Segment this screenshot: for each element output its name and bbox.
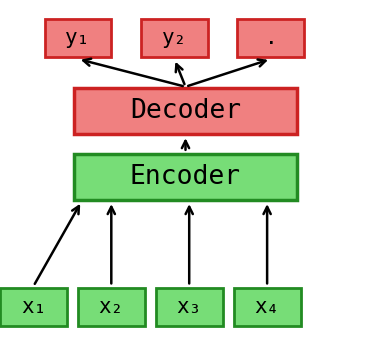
FancyBboxPatch shape xyxy=(74,88,297,134)
FancyBboxPatch shape xyxy=(141,19,208,57)
Text: Encoder: Encoder xyxy=(130,164,241,190)
Text: x₃: x₃ xyxy=(177,297,202,317)
Text: x₁: x₁ xyxy=(21,297,46,317)
FancyBboxPatch shape xyxy=(234,288,301,326)
Text: x₄: x₄ xyxy=(255,297,280,317)
Text: Decoder: Decoder xyxy=(130,98,241,124)
Text: x₂: x₂ xyxy=(99,297,124,317)
FancyBboxPatch shape xyxy=(156,288,223,326)
Text: .: . xyxy=(265,28,277,48)
FancyBboxPatch shape xyxy=(74,154,297,200)
FancyBboxPatch shape xyxy=(45,19,111,57)
FancyBboxPatch shape xyxy=(0,288,67,326)
FancyBboxPatch shape xyxy=(237,19,304,57)
Text: y₁: y₁ xyxy=(65,28,91,48)
FancyBboxPatch shape xyxy=(78,288,145,326)
Text: y₂: y₂ xyxy=(162,28,187,48)
